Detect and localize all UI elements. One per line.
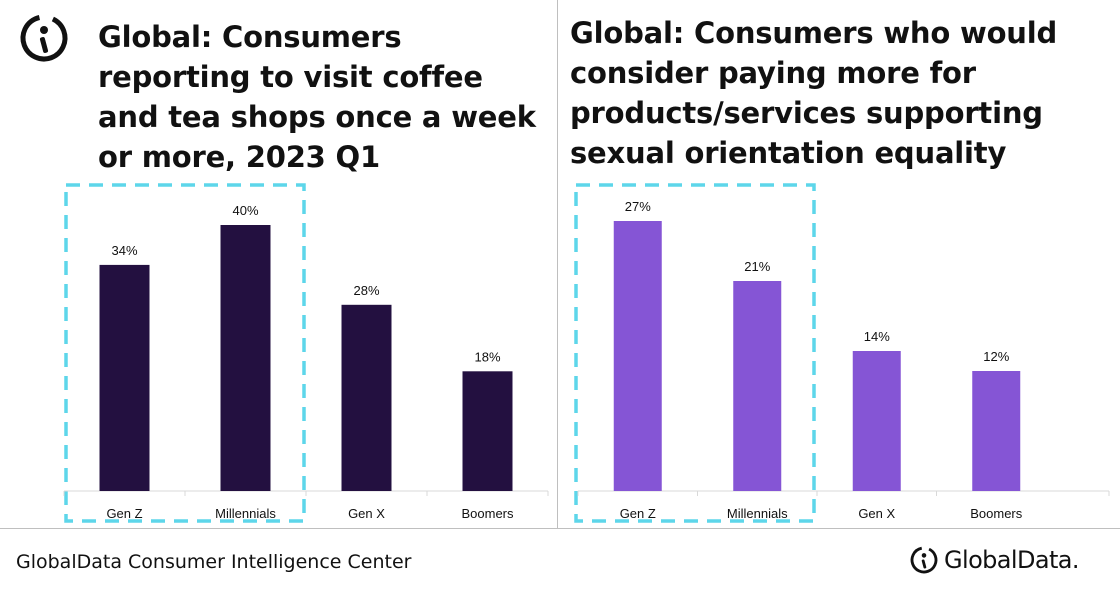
panel-divider [557,0,558,528]
data-label: 27% [625,199,651,214]
data-label: 34% [111,243,137,258]
source-caption: GlobalData Consumer Intelligence Center [16,551,412,573]
highlight-box [64,183,306,523]
right-chart-title: Global: Consumers who would consider pay… [570,16,1058,170]
bar-gen-x [852,351,901,491]
data-label: 14% [864,329,890,344]
category-label: Gen X [348,506,385,521]
data-label: 40% [232,203,258,218]
data-label: 18% [474,349,500,364]
left-chart-title: Global: Consumers reporting to visit cof… [98,20,536,174]
footer-divider [0,528,1120,529]
data-label: 21% [744,259,770,274]
category-label: Millennials [215,506,276,521]
data-label: 12% [983,349,1009,364]
bar-millennials [220,225,271,491]
bar-gen-x [341,304,392,491]
category-label: Gen Z [620,506,656,521]
bar-gen-z [99,264,150,491]
category-label: Boomers [461,506,514,521]
brand-name: GlobalData. [944,546,1080,574]
category-label: Millennials [727,506,788,521]
bar-gen-z [613,221,662,491]
category-label: Gen X [858,506,895,521]
bar-boomers [462,371,513,491]
brand-logo: GlobalData. [908,540,1080,580]
bar-boomers [972,371,1021,491]
globaldata-brand-icon [910,546,938,574]
category-label: Gen Z [106,506,142,521]
data-label: 28% [353,283,379,298]
globaldata-logo-icon [20,14,68,62]
bar-millennials [733,281,782,491]
category-label: Boomers [970,506,1023,521]
highlight-box [574,183,816,523]
